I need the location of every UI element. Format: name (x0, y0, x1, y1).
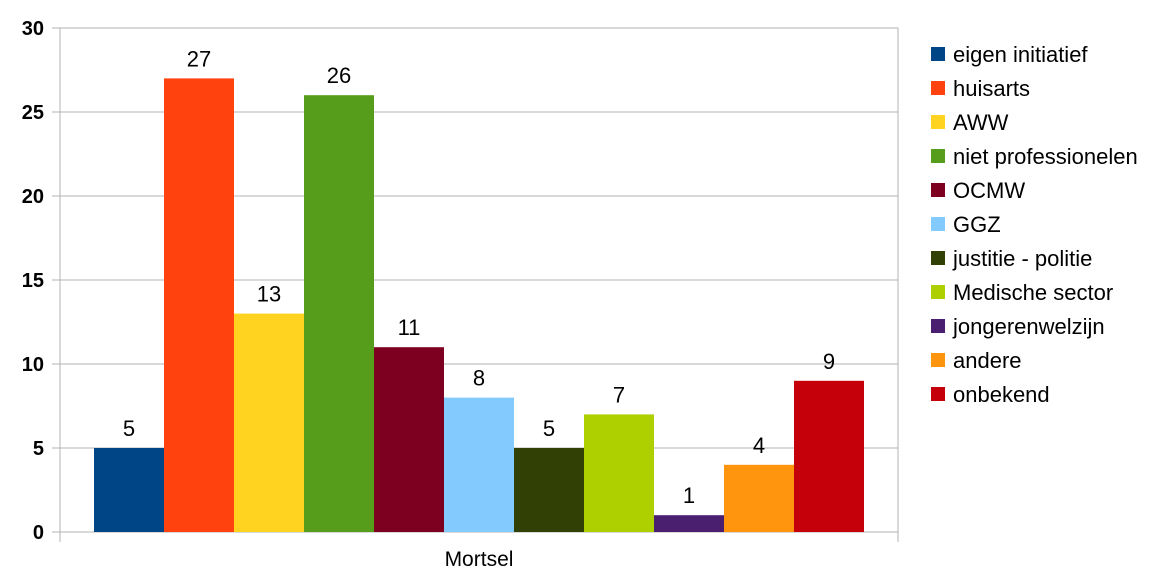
data-label: 7 (613, 382, 625, 407)
legend-swatch (931, 251, 945, 265)
legend-swatch (931, 115, 945, 129)
legend-swatch (931, 81, 945, 95)
y-tick-label: 25 (22, 102, 44, 124)
bar (724, 464, 794, 532)
legend-swatch (931, 47, 945, 61)
data-label: 26 (327, 63, 351, 88)
data-label: 5 (543, 416, 555, 441)
legend-label: Medische sector (953, 280, 1113, 305)
bar (794, 380, 864, 532)
data-label: 9 (823, 349, 835, 374)
y-tick-label: 30 (22, 18, 44, 40)
x-category-label: Mortsel (445, 548, 514, 571)
bar (654, 515, 724, 532)
legend-label: onbekend (953, 382, 1050, 407)
bar (374, 347, 444, 532)
bar (444, 397, 514, 532)
legend-swatch (931, 285, 945, 299)
bar (234, 313, 304, 532)
data-label: 4 (753, 433, 765, 458)
data-label: 13 (257, 282, 281, 307)
bar (584, 414, 654, 532)
legend-swatch (931, 183, 945, 197)
data-label: 5 (123, 416, 135, 441)
y-tick-label: 20 (22, 186, 44, 208)
y-tick-label: 0 (33, 522, 44, 544)
bars (94, 78, 864, 533)
legend-label: AWW (953, 110, 1009, 135)
legend-swatch (931, 217, 945, 231)
data-label: 8 (473, 366, 485, 391)
legend: eigen initiatief huisarts AWW niet professi… (931, 42, 1138, 407)
y-tick-label: 15 (22, 270, 44, 292)
data-label: 11 (398, 315, 421, 340)
data-label: 27 (187, 46, 211, 71)
data-labels: 5 27 13 26 11 8 5 7 1 4 9 (123, 46, 835, 508)
legend-label: andere (953, 348, 1022, 373)
bar (94, 448, 164, 532)
legend-label: GGZ (953, 212, 1001, 237)
bar (304, 95, 374, 532)
legend-label: huisarts (953, 76, 1030, 101)
legend-label: niet professionelen (953, 144, 1138, 169)
bar (164, 78, 234, 533)
legend-swatch (931, 387, 945, 401)
legend-swatch (931, 353, 945, 367)
legend-swatch (931, 319, 945, 333)
legend-label: justitie - politie (952, 246, 1092, 271)
bar (514, 448, 584, 532)
data-label: 1 (683, 483, 695, 508)
legend-label: OCMW (953, 178, 1025, 203)
legend-swatch (931, 149, 945, 163)
y-tick-label: 5 (33, 438, 44, 460)
y-tick-label: 10 (22, 354, 44, 376)
legend-label: jongerenwelzijn (952, 314, 1105, 339)
legend-label: eigen initiatief (953, 42, 1088, 67)
